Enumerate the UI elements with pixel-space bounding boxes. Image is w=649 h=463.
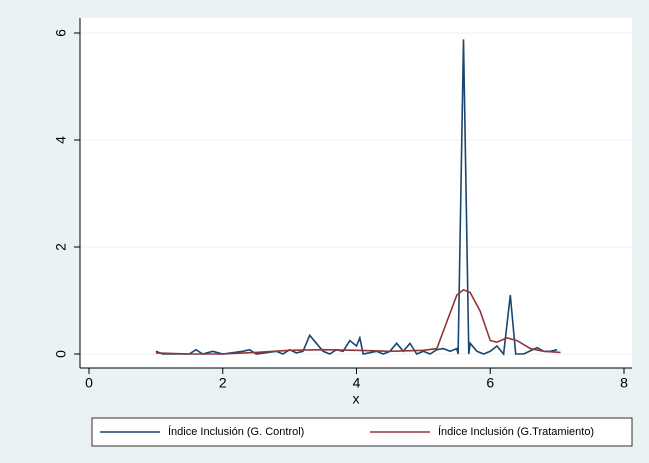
x-tick-label: 6 xyxy=(486,375,494,391)
legend xyxy=(91,417,633,447)
y-tick-label: 6 xyxy=(53,29,69,37)
legend-items: Índice Inclusión (G. Control) Índice Incl… xyxy=(100,425,594,438)
legend-label: Índice Inclusión (G. Control) xyxy=(168,425,304,438)
x-tick-label: 2 xyxy=(219,375,227,391)
series-line xyxy=(155,288,561,355)
x-tick-label: 4 xyxy=(353,375,361,391)
plot-area xyxy=(80,18,632,368)
y-tick-label: 2 xyxy=(53,243,69,251)
x-axis-label: x xyxy=(353,391,360,407)
x-tick-label: 0 xyxy=(85,375,93,391)
y-tick-label: 0 xyxy=(53,350,69,358)
series-line xyxy=(155,39,558,356)
legend-label: Índice Inclusión (G.Tratamiento) xyxy=(438,425,594,438)
x-tick-label: 8 xyxy=(620,375,628,391)
y-tick-label: 4 xyxy=(53,136,69,144)
